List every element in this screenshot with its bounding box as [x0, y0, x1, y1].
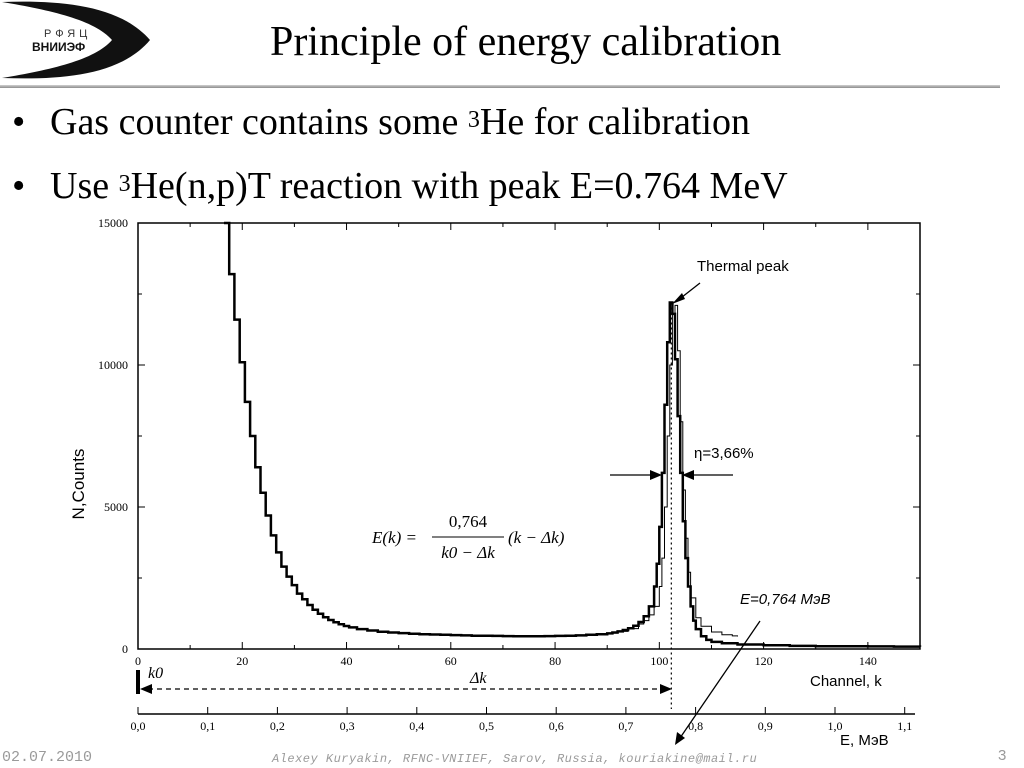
x-tick-label: 60: [445, 654, 457, 668]
x-tick-label: 140: [859, 654, 877, 668]
formula-denominator: k0 − Δk: [441, 543, 495, 562]
logo-line1: РФЯЦ: [44, 28, 91, 40]
footer-author: Alexey Kuryakin, RFNC-VNIIEF, Sarov, Rus…: [272, 752, 758, 766]
energy-tick-label: 0,3: [340, 719, 355, 733]
x-tick-label: 40: [341, 654, 353, 668]
energy-tick-label: 0,0: [131, 719, 146, 733]
energy-tick-label: 0,2: [270, 719, 285, 733]
energy-tick-label: 0,1: [200, 719, 215, 733]
dk-arrowhead-right: [660, 684, 672, 694]
x-axis-label: Channel, k: [810, 673, 882, 690]
bullet-list: • Gas counter contains some 3He for cali…: [12, 90, 788, 218]
series-line: [224, 221, 922, 648]
x-tick-label: 100: [650, 654, 668, 668]
x-tick-label: 80: [549, 654, 561, 668]
rfnc-logo: РФЯЦ ВНИИЭФ: [2, 1, 150, 79]
dk-label: Δk: [469, 670, 487, 687]
formula-rhs: (k − Δk): [508, 528, 565, 547]
energy-label: E=0,764 МэВ: [740, 591, 831, 608]
y-tick-label: 15000: [98, 216, 128, 230]
bullet-dot: •: [12, 165, 26, 207]
y-tick-label: 10000: [98, 358, 128, 372]
energy-tick-label: 0,4: [409, 719, 424, 733]
thermal-peak-label: Thermal peak: [697, 258, 789, 275]
slide-title: Principle of energy calibration: [270, 19, 782, 65]
x-tick-label: 120: [755, 654, 773, 668]
x-tick-label: 0: [135, 654, 141, 668]
energy-axis-label: E, МэВ: [840, 732, 889, 749]
k0-label: k0: [148, 665, 163, 682]
energy-arrow: [679, 620, 761, 739]
logo-line2: ВНИИЭФ: [32, 40, 85, 54]
page-number: 3: [998, 747, 1007, 764]
footer-date: 02.07.2010: [2, 749, 93, 766]
bullet-item: • Use 3He(n,p)T reaction with peak E=0.7…: [12, 154, 788, 218]
bullet-text: Use 3He(n,p)T reaction with peak E=0.764…: [50, 165, 788, 207]
energy-arrowhead: [675, 732, 685, 745]
bullet-dot: •: [12, 101, 26, 143]
energy-tick-label: 0,9: [758, 719, 773, 733]
title-divider: [0, 85, 1000, 88]
energy-tick-label: 1,0: [828, 719, 843, 733]
energy-tick-label: 0,8: [688, 719, 703, 733]
energy-tick-label: 0,7: [618, 719, 633, 733]
x-tick-label: 20: [236, 654, 248, 668]
bullet-item: • Gas counter contains some 3He for cali…: [12, 90, 788, 154]
y-axis-label: N,Counts: [69, 449, 88, 520]
formula-lhs: E(k) =: [371, 528, 417, 547]
eta-label: η=3,66%: [694, 445, 754, 462]
fwhm-arrowhead-right: [682, 470, 694, 480]
k0-marker: [136, 670, 140, 694]
energy-tick-label: 1,1: [897, 719, 912, 733]
bullet-text: Gas counter contains some 3He for calibr…: [50, 101, 750, 143]
formula-numerator: 0,764: [449, 512, 488, 531]
energy-tick-label: 0,6: [549, 719, 564, 733]
fwhm-arrowhead-left: [650, 470, 662, 480]
y-tick-label: 0: [122, 642, 128, 656]
series-line: [224, 222, 738, 637]
thermal-peak-arrowhead: [672, 293, 685, 304]
dk-arrowhead-left: [140, 684, 152, 694]
y-tick-label: 5000: [104, 500, 128, 514]
energy-tick-label: 0,5: [479, 719, 494, 733]
